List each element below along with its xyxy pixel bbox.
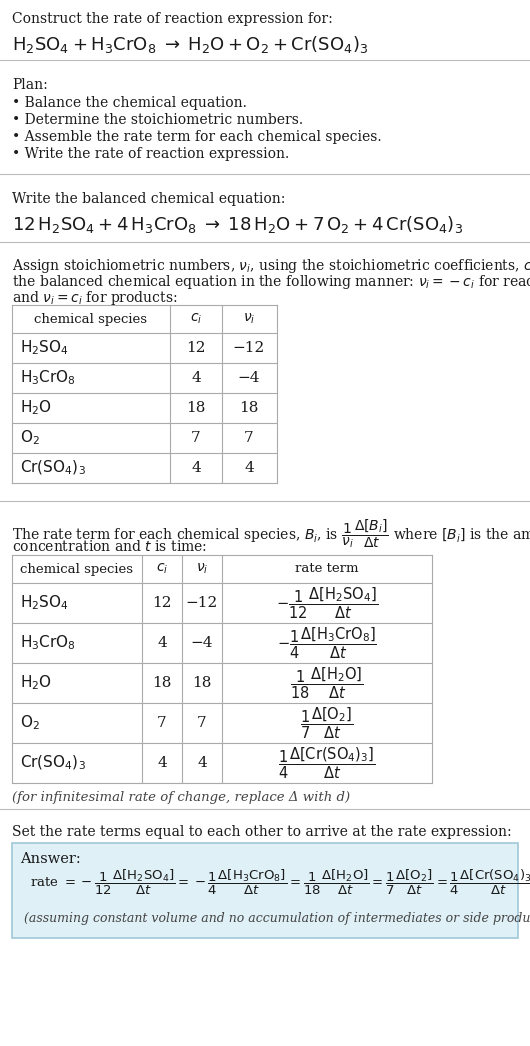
Text: $\mathsf{H_2O}$: $\mathsf{H_2O}$	[20, 399, 52, 417]
Text: $\mathsf{H_2O}$: $\mathsf{H_2O}$	[20, 674, 52, 692]
Text: Write the balanced chemical equation:: Write the balanced chemical equation:	[12, 192, 285, 206]
FancyBboxPatch shape	[12, 843, 518, 938]
Text: • Write the rate of reaction expression.: • Write the rate of reaction expression.	[12, 147, 289, 161]
Text: 12: 12	[186, 341, 206, 355]
Text: 18: 18	[240, 401, 259, 415]
Text: 7: 7	[191, 431, 201, 445]
Text: $\mathsf{O_2}$: $\mathsf{O_2}$	[20, 429, 40, 448]
Text: $\mathsf{12\,H_2SO_4 + 4\,H_3CrO_8}$$\;\rightarrow\;$$\mathsf{18\,H_2O + 7\,O_2 : $\mathsf{12\,H_2SO_4 + 4\,H_3CrO_8}$$\;\…	[12, 214, 463, 235]
Text: 18: 18	[192, 676, 211, 690]
Text: The rate term for each chemical species, $B_i$, is $\dfrac{1}{\nu_i}\dfrac{\Delt: The rate term for each chemical species,…	[12, 517, 530, 550]
Text: 7: 7	[197, 717, 207, 730]
Text: $\dfrac{1}{7}\dfrac{\Delta[\mathsf{O_2}]}{\Delta t}$: $\dfrac{1}{7}\dfrac{\Delta[\mathsf{O_2}]…	[301, 705, 354, 741]
Text: $\mathsf{O_2}$: $\mathsf{O_2}$	[20, 713, 40, 732]
Text: Assign stoichiometric numbers, $\nu_i$, using the stoichiometric coefficients, $: Assign stoichiometric numbers, $\nu_i$, …	[12, 257, 530, 275]
Text: (assuming constant volume and no accumulation of intermediates or side products): (assuming constant volume and no accumul…	[24, 912, 530, 925]
Text: $\dfrac{1}{4}\dfrac{\Delta[\mathsf{Cr(SO_4)_3}]}{\Delta t}$: $\dfrac{1}{4}\dfrac{\Delta[\mathsf{Cr(SO…	[278, 745, 376, 780]
Text: −4: −4	[238, 371, 260, 385]
Text: (for infinitesimal rate of change, replace Δ with d): (for infinitesimal rate of change, repla…	[12, 791, 350, 804]
Text: 12: 12	[152, 596, 172, 610]
Text: Construct the rate of reaction expression for:: Construct the rate of reaction expressio…	[12, 12, 333, 26]
Text: $\mathsf{Cr(SO_4)_3}$: $\mathsf{Cr(SO_4)_3}$	[20, 754, 86, 772]
Text: 4: 4	[191, 371, 201, 385]
Text: rate term: rate term	[295, 563, 359, 575]
Text: $c_i$: $c_i$	[190, 312, 202, 326]
Text: $\mathsf{H_2SO_4}$: $\mathsf{H_2SO_4}$	[20, 594, 69, 612]
Text: 18: 18	[152, 676, 172, 690]
Text: $\mathsf{H_2SO_4}$: $\mathsf{H_2SO_4}$	[20, 339, 69, 358]
Text: $\dfrac{1}{18}\dfrac{\Delta[\mathsf{H_2O}]}{\Delta t}$: $\dfrac{1}{18}\dfrac{\Delta[\mathsf{H_2O…	[290, 665, 364, 701]
Text: concentration and $t$ is time:: concentration and $t$ is time:	[12, 539, 207, 554]
Text: • Determine the stoichiometric numbers.: • Determine the stoichiometric numbers.	[12, 113, 303, 127]
Text: −12: −12	[233, 341, 265, 355]
Text: rate $= -\dfrac{1}{12}\dfrac{\Delta[\mathsf{H_2SO_4}]}{\Delta t} = -\dfrac{1}{4}: rate $= -\dfrac{1}{12}\dfrac{\Delta[\mat…	[30, 867, 530, 896]
Text: chemical species: chemical species	[34, 313, 147, 325]
Text: 4: 4	[157, 636, 167, 650]
Text: 4: 4	[191, 461, 201, 475]
Text: 4: 4	[197, 756, 207, 770]
Text: −12: −12	[186, 596, 218, 610]
Text: and $\nu_i = c_i$ for products:: and $\nu_i = c_i$ for products:	[12, 289, 178, 306]
Text: 4: 4	[244, 461, 254, 475]
Text: $\nu_i$: $\nu_i$	[243, 312, 255, 326]
Text: 18: 18	[187, 401, 206, 415]
Text: $\mathsf{H_3CrO_8}$: $\mathsf{H_3CrO_8}$	[20, 634, 76, 653]
Text: • Balance the chemical equation.: • Balance the chemical equation.	[12, 96, 247, 110]
Text: $-\dfrac{1}{12}\dfrac{\Delta[\mathsf{H_2SO_4}]}{\Delta t}$: $-\dfrac{1}{12}\dfrac{\Delta[\mathsf{H_2…	[276, 585, 378, 620]
Text: $\mathsf{Cr(SO_4)_3}$: $\mathsf{Cr(SO_4)_3}$	[20, 459, 86, 477]
Text: 7: 7	[157, 717, 167, 730]
Text: 7: 7	[244, 431, 254, 445]
Text: • Assemble the rate term for each chemical species.: • Assemble the rate term for each chemic…	[12, 130, 382, 144]
Text: 4: 4	[157, 756, 167, 770]
Text: Set the rate terms equal to each other to arrive at the rate expression:: Set the rate terms equal to each other t…	[12, 825, 511, 839]
Text: $c_i$: $c_i$	[156, 562, 168, 576]
Text: Answer:: Answer:	[20, 852, 81, 866]
Text: Plan:: Plan:	[12, 78, 48, 92]
Text: $\mathsf{H_2SO_4 + H_3CrO_8}$$\;\rightarrow\;$$\mathsf{H_2O + O_2 + Cr(SO_4)_3}$: $\mathsf{H_2SO_4 + H_3CrO_8}$$\;\rightar…	[12, 35, 368, 55]
Text: the balanced chemical equation in the following manner: $\nu_i = -c_i$ for react: the balanced chemical equation in the fo…	[12, 273, 530, 291]
Text: $\mathsf{H_3CrO_8}$: $\mathsf{H_3CrO_8}$	[20, 368, 76, 387]
Text: $-\dfrac{1}{4}\dfrac{\Delta[\mathsf{H_3CrO_8}]}{\Delta t}$: $-\dfrac{1}{4}\dfrac{\Delta[\mathsf{H_3C…	[277, 626, 377, 661]
Text: chemical species: chemical species	[21, 563, 134, 575]
Text: $\nu_i$: $\nu_i$	[196, 562, 208, 576]
Text: −4: −4	[191, 636, 213, 650]
